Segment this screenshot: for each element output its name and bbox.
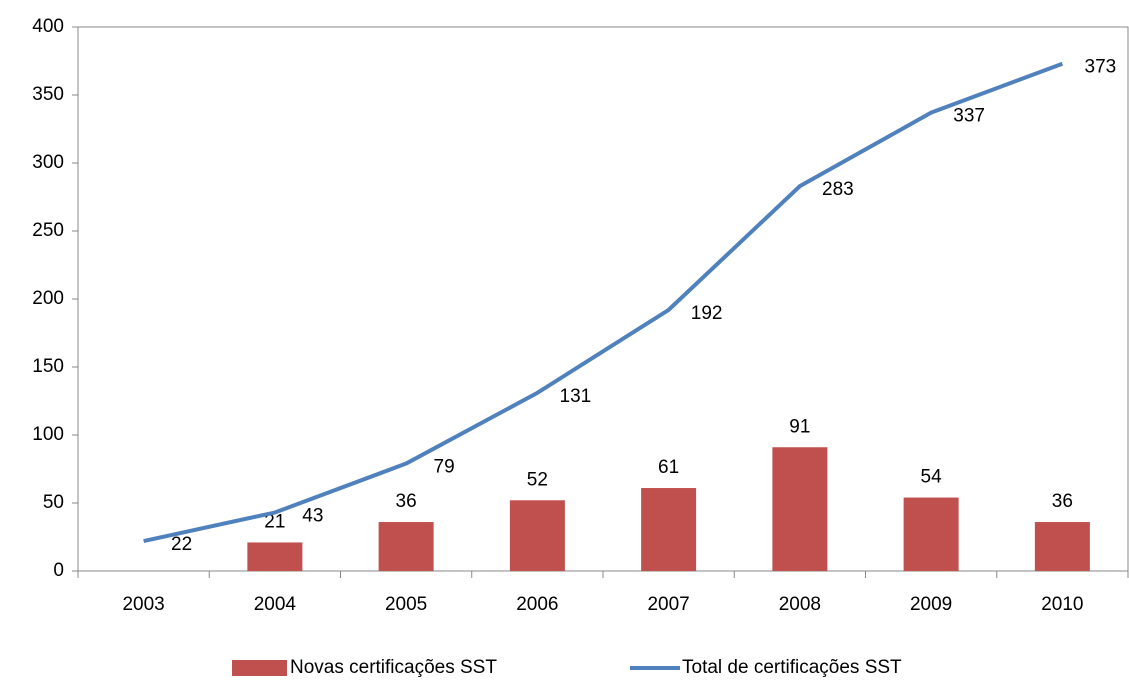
data-label: 21 xyxy=(264,511,285,532)
y-tick-label: 400 xyxy=(32,16,64,37)
y-tick-label: 0 xyxy=(53,560,64,581)
bar xyxy=(378,522,434,571)
line xyxy=(143,61,1064,544)
data-label: 373 xyxy=(1085,57,1117,78)
x-tick-label: 2005 xyxy=(385,594,427,615)
x-tick-label: 2008 xyxy=(779,594,821,615)
x-tick-label: 2009 xyxy=(910,594,952,615)
x-tick-label: 2010 xyxy=(1041,594,1083,615)
x-tick-label: 2006 xyxy=(516,594,558,615)
legend-label: Total de certificações SST xyxy=(682,657,902,678)
data-label: 36 xyxy=(1052,491,1073,512)
data-label: 54 xyxy=(921,467,943,488)
legend-swatch xyxy=(232,660,287,676)
data-label: 91 xyxy=(789,416,810,437)
y-tick-label: 150 xyxy=(32,356,64,377)
data-label: 337 xyxy=(953,106,985,127)
bar xyxy=(247,542,303,571)
data-label: 61 xyxy=(658,457,679,478)
x-tick-label: 2007 xyxy=(647,594,689,615)
y-tick-label: 250 xyxy=(32,220,64,241)
x-tick-label: 2003 xyxy=(122,594,164,615)
bar xyxy=(1034,522,1090,571)
data-label: 79 xyxy=(434,457,455,478)
bar xyxy=(903,497,959,571)
x-tick-label: 2004 xyxy=(254,594,297,615)
data-label: 283 xyxy=(822,179,854,200)
y-tick-label: 300 xyxy=(32,152,64,173)
bar xyxy=(772,447,828,571)
data-label: 52 xyxy=(527,469,548,490)
y-tick-label: 50 xyxy=(43,492,64,513)
data-label: 36 xyxy=(396,491,417,512)
data-label: 192 xyxy=(691,303,723,324)
legend-label: Novas certificações SST xyxy=(290,657,497,678)
data-label: 131 xyxy=(560,386,592,407)
bar xyxy=(641,488,697,571)
y-tick-label: 350 xyxy=(32,84,64,105)
bar xyxy=(509,500,565,571)
y-tick-label: 100 xyxy=(32,424,64,445)
y-tick-label: 200 xyxy=(32,288,64,309)
data-label: 22 xyxy=(171,534,192,555)
data-label: 43 xyxy=(302,506,323,527)
